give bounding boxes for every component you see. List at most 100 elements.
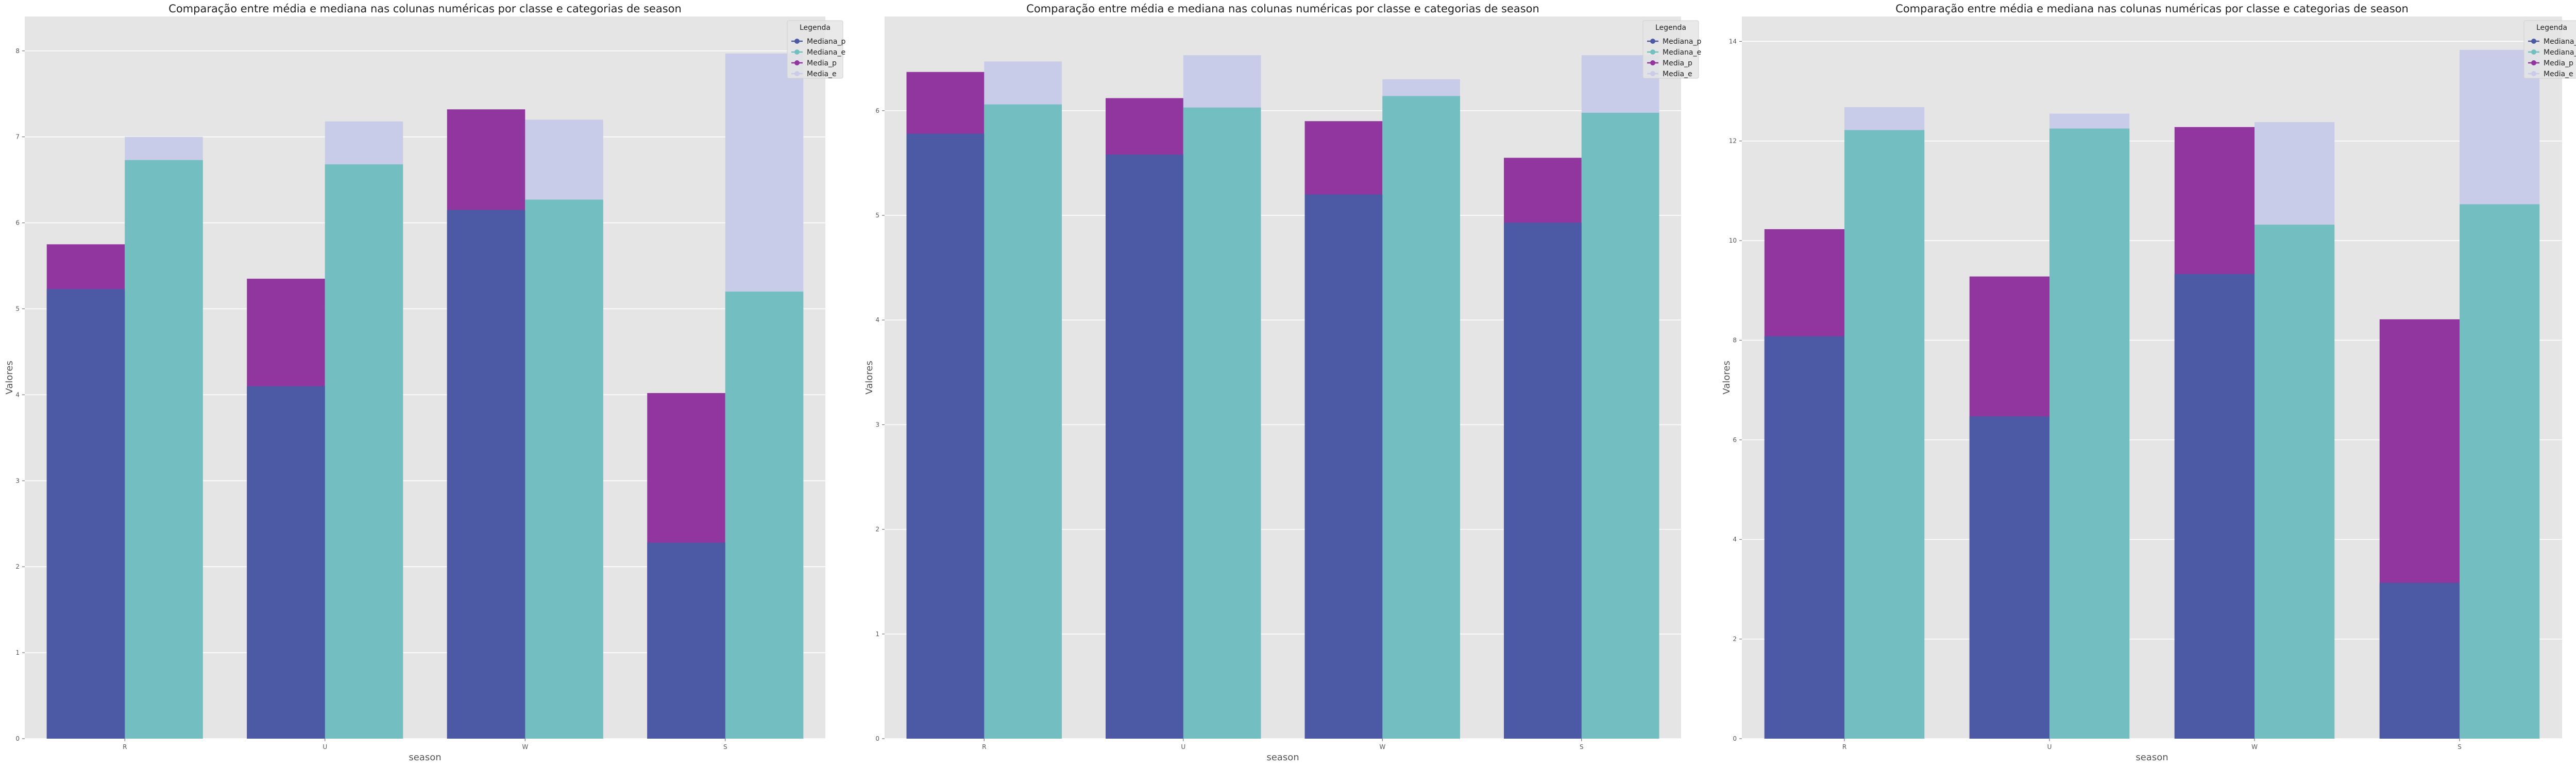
x-tick-label: W	[1379, 743, 1385, 751]
legend-dot-marker	[2531, 60, 2536, 65]
bar-mediana-p-r	[1764, 336, 1844, 739]
y-tick-label: 5	[875, 212, 879, 219]
legend-label: Mediana_p	[807, 38, 846, 46]
legend-dot-marker	[794, 49, 800, 55]
x-tick-label: S	[1580, 743, 1584, 751]
y-tick-label: 8	[1733, 336, 1737, 344]
x-tick-label: U	[323, 743, 327, 751]
bar-mediana-p-r	[906, 133, 985, 739]
y-tick-label: 1	[15, 649, 20, 656]
bar-mediana-e-r	[125, 160, 203, 739]
chart-panel-3: 0 2 4 6 8 10 12 14 R U W S Comparação entre média e …	[1721, 3, 2576, 763]
legend-box	[2523, 20, 2576, 79]
x-axis-label: season	[409, 752, 441, 763]
legend-label: Media_e	[807, 70, 837, 78]
legend-label: Media_e	[2544, 70, 2573, 78]
x-tick-label: W	[2251, 743, 2258, 751]
y-tick-label: 4	[875, 316, 879, 323]
x-tick-label: W	[522, 743, 528, 751]
legend-box	[787, 20, 843, 79]
legend-label: Mediana_e	[1663, 48, 1701, 57]
legend: Legenda Mediana_p Mediana_e Media_p Media_e	[1642, 20, 1702, 79]
bar-mediana-p-u	[1969, 416, 2049, 739]
bar-mediana-p-w	[2174, 274, 2255, 739]
chart-panel-1: 0 1 2 3 4 5 6 7 8 R U W S Comparação entre média e me…	[4, 3, 846, 763]
bar-mediana-e-s	[725, 292, 804, 739]
legend-dot-marker	[794, 60, 800, 65]
legend-label: Media_p	[2544, 59, 2573, 67]
legend: Legenda Mediana_p Mediana_e Media_p Media_e	[2523, 20, 2576, 79]
legend-dot-marker	[2531, 71, 2536, 76]
y-tick-label: 7	[15, 133, 20, 141]
legend-dot-marker	[2531, 49, 2536, 55]
y-tick-label: 2	[1733, 636, 1737, 643]
bar-mediana-e-r	[984, 104, 1062, 739]
bar-mediana-p-r	[46, 289, 125, 739]
y-tick-label: 3	[875, 421, 879, 428]
y-tick-label: 4	[1733, 536, 1737, 543]
y-tick-label: 14	[1729, 38, 1737, 45]
y-axis-label: Valores	[4, 361, 15, 394]
legend-dot-marker	[1650, 71, 1655, 76]
legend-box	[1642, 20, 1699, 79]
bar-mediana-p-u	[1106, 155, 1183, 739]
y-tick-label: 0	[875, 735, 879, 742]
x-tick-label: U	[1181, 743, 1185, 751]
y-tick-label: 10	[1729, 237, 1737, 244]
x-tick-label: R	[1842, 743, 1846, 751]
x-tick-label: S	[2458, 743, 2462, 751]
y-axis-label: Valores	[864, 361, 875, 394]
y-tick-label: 6	[1733, 436, 1737, 444]
legend-dot-marker	[2531, 39, 2536, 44]
y-tick-label: 2	[15, 563, 20, 570]
legend-dot-marker	[794, 71, 800, 76]
legend-label: Mediana_e	[2544, 48, 2576, 57]
legend-dot-marker	[1650, 60, 1655, 65]
legend-label: Media_e	[1663, 70, 1692, 78]
x-tick-label: R	[123, 743, 127, 751]
legend-label: Mediana_e	[807, 48, 845, 57]
legend-dot-marker	[1650, 39, 1655, 44]
y-tick-label: 12	[1729, 138, 1737, 145]
bar-mediana-p-s	[1504, 223, 1582, 739]
legend-label: Media_p	[807, 59, 837, 67]
y-tick-label: 1	[875, 630, 879, 638]
legend-label: Mediana_p	[2544, 38, 2576, 46]
bar-mediana-e-w	[2255, 225, 2335, 739]
legend-title: Legenda	[1655, 24, 1686, 32]
chart-title: Comparação entre média e mediana nas col…	[1895, 3, 2409, 15]
bar-mediana-e-s	[1581, 112, 1659, 739]
chart-title: Comparação entre média e mediana nas col…	[1026, 3, 1539, 15]
bar-mediana-e-w	[525, 199, 603, 739]
legend-dot-marker	[1650, 49, 1655, 55]
x-tick-label: R	[982, 743, 986, 751]
bar-mediana-e-w	[1382, 96, 1460, 739]
chart-panel-2: 0 1 2 3 4 5 6 R U W S Comparação entre média e medi…	[864, 3, 1702, 763]
legend: Legenda Mediana_p Mediana_e Media_p Media_e	[787, 20, 846, 79]
y-axis-label: Valores	[1721, 361, 1732, 394]
y-tick-label: 3	[15, 477, 20, 484]
legend-label: Mediana_p	[1663, 38, 1702, 46]
bar-mediana-p-w	[1304, 194, 1383, 739]
bar-mediana-p-w	[447, 210, 526, 739]
y-tick-label: 6	[875, 107, 879, 114]
y-tick-label: 8	[15, 47, 20, 55]
bar-mediana-e-u	[1183, 107, 1261, 739]
bar-mediana-e-u	[2049, 128, 2130, 739]
bar-mediana-p-u	[247, 386, 325, 739]
bar-mediana-p-s	[2379, 583, 2460, 739]
legend-dot-marker	[794, 39, 800, 44]
y-tick-label: 0	[15, 735, 20, 742]
x-axis-label: season	[2136, 752, 2168, 763]
x-axis-label: season	[1266, 752, 1299, 763]
x-tick-label: S	[723, 743, 727, 751]
legend-label: Media_p	[1663, 59, 1692, 67]
bar-mediana-e-u	[325, 164, 403, 739]
bar-mediana-p-s	[647, 542, 725, 739]
legend-title: Legenda	[2536, 24, 2567, 32]
y-tick-label: 2	[875, 526, 879, 533]
y-tick-label: 6	[15, 219, 20, 227]
y-tick-label: 5	[15, 305, 20, 312]
y-tick-label: 0	[1733, 735, 1737, 742]
